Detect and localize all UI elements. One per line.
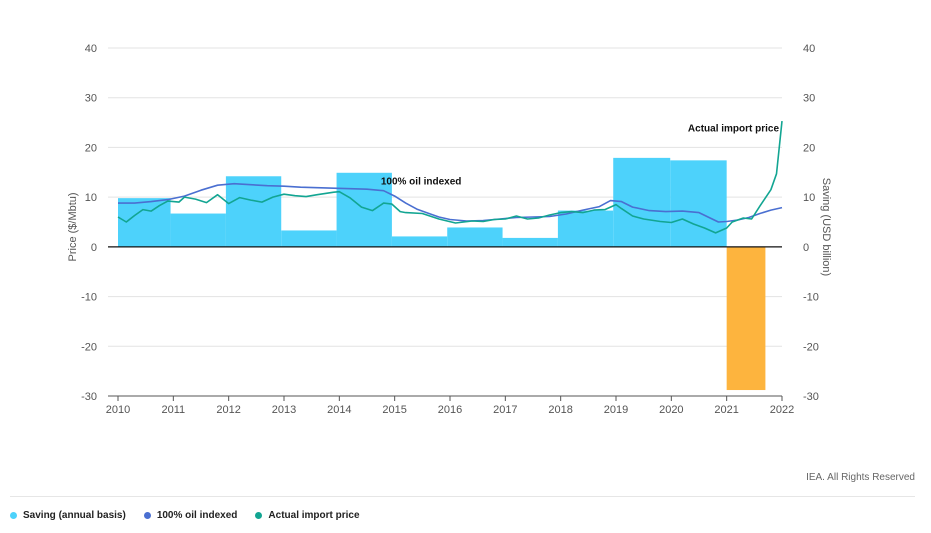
y-tick-right: 40 — [803, 43, 815, 55]
x-tick-label: 2017 — [493, 404, 517, 416]
y-tick-right: 20 — [803, 142, 815, 154]
annotation-actual-import-price: Actual import price — [688, 124, 780, 135]
saving-bar[interactable] — [447, 227, 503, 247]
legend-label-oil-indexed: 100% oil indexed — [156, 510, 238, 521]
legend-item-saving[interactable]: Saving (annual basis) — [10, 510, 126, 521]
y-tick-right: -20 — [803, 341, 819, 353]
y-tick-left: 10 — [85, 192, 97, 204]
legend-dot-actual-import — [255, 512, 263, 519]
x-tick-label: 2010 — [106, 404, 130, 416]
x-tick-label: 2014 — [327, 404, 351, 416]
legend-label-saving: Saving (annual basis) — [23, 510, 126, 521]
x-tick-label: 2022 — [770, 404, 794, 416]
price-lines — [117, 121, 783, 234]
left-axis-title: Price ($/Mbtu) — [67, 192, 79, 261]
saving-bar[interactable] — [726, 246, 766, 391]
x-tick-label: 2012 — [216, 404, 240, 416]
legend-dot-saving — [10, 512, 17, 519]
y-tick-left: -30 — [81, 391, 97, 403]
legend-dot-oil-indexed — [143, 512, 151, 519]
legend-item-oil-indexed[interactable]: 100% oil indexed — [143, 510, 238, 521]
left-y-ticks: 40 30 20 10 0 -10 -20 -30 — [81, 43, 97, 403]
saving-bar[interactable] — [557, 210, 614, 247]
x-tick-label: 2020 — [659, 404, 683, 416]
saving-bar[interactable] — [225, 176, 282, 247]
y-tick-left: -10 — [81, 292, 97, 304]
right-y-ticks: 40 30 20 10 0 -10 -20 -30 — [803, 43, 819, 403]
saving-bar[interactable] — [281, 230, 337, 247]
actual-import-price-line[interactable] — [117, 121, 783, 234]
saving-bar[interactable] — [502, 237, 558, 247]
y-tick-left: 40 — [85, 43, 97, 55]
y-tick-right: 10 — [803, 192, 815, 204]
saving-bar[interactable] — [336, 172, 392, 247]
x-tick-label: 2018 — [548, 404, 572, 416]
x-ticks: 2010 2011 2012 2013 2014 2015 2016 2017 2018 2019… — [106, 395, 794, 416]
x-tick-label: 2019 — [604, 404, 628, 416]
saving-bar[interactable] — [670, 160, 727, 247]
right-axis-title: Saving (USD billion) — [820, 178, 832, 276]
legend: Saving (annual basis) 100% oil indexed A… — [10, 510, 360, 521]
credit-text: IEA. All Rights Reserved — [806, 472, 915, 483]
legend-item-actual-import[interactable]: Actual import price — [255, 510, 360, 521]
y-tick-left: 20 — [85, 142, 97, 154]
y-tick-left: 0 — [91, 242, 97, 254]
x-tick-label: 2015 — [382, 404, 406, 416]
annotation-oil-indexed: 100% oil indexed — [381, 177, 462, 188]
x-tick-label: 2016 — [438, 404, 462, 416]
y-tick-right: -10 — [803, 292, 819, 304]
saving-bar[interactable] — [391, 236, 448, 247]
y-tick-right: -30 — [803, 391, 819, 403]
y-tick-right: 0 — [803, 242, 809, 254]
x-tick-label: 2011 — [162, 404, 186, 416]
x-tick-label: 2013 — [272, 404, 296, 416]
saving-bars — [118, 157, 766, 391]
y-tick-left: 30 — [85, 93, 97, 105]
legend-label-actual-import: Actual import price — [268, 510, 360, 521]
y-tick-left: -20 — [81, 341, 97, 353]
legend-divider — [10, 496, 915, 497]
saving-bar[interactable] — [170, 213, 226, 247]
x-tick-label: 2021 — [714, 404, 738, 416]
y-tick-right: 30 — [803, 93, 815, 105]
